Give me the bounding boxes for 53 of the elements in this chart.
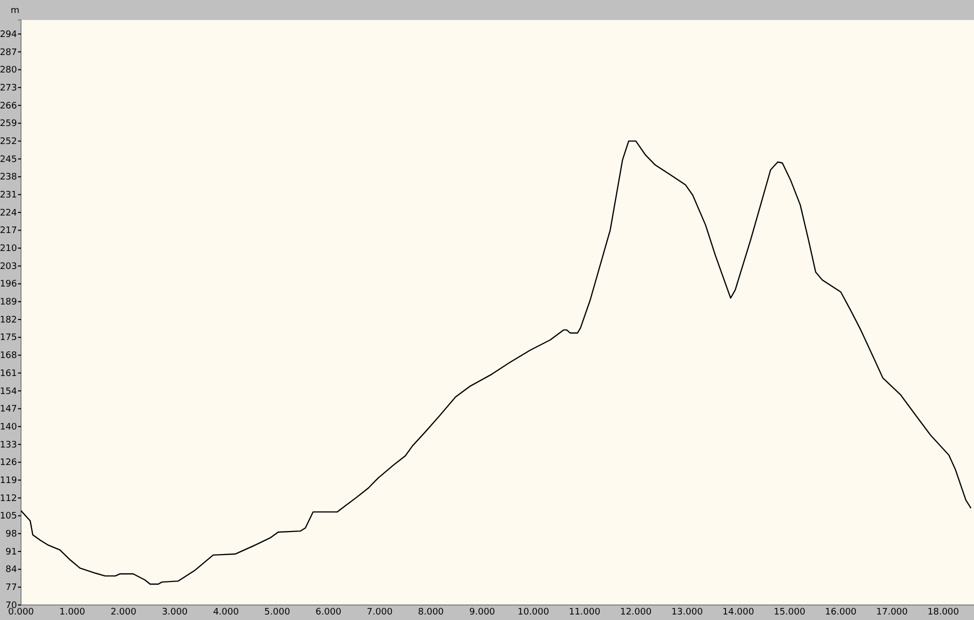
- y-tick-label: 224: [0, 208, 18, 218]
- y-tick-label: 287: [0, 48, 17, 58]
- y-tick-label: 77: [6, 583, 17, 594]
- y-tick-label: 189: [0, 298, 18, 308]
- x-tick-label: 8.000: [418, 607, 444, 618]
- y-tick-label: 168: [0, 351, 18, 362]
- y-tick-label: 238: [0, 172, 18, 183]
- x-tick-label: 18.000: [928, 607, 960, 618]
- x-tick-label: 5.000: [264, 607, 290, 618]
- x-tick-label: 0.000: [8, 607, 34, 618]
- y-tick-label: 231: [0, 190, 17, 200]
- y-tick-label: 91: [6, 547, 17, 558]
- y-tick-label: 280: [0, 66, 18, 76]
- x-tick-label: 11.000: [568, 607, 601, 618]
- line-series: [20, 140, 972, 585]
- x-tick-label: 10.000: [518, 607, 550, 618]
- y-tick-label: 119: [0, 476, 18, 486]
- y-tick-label: 252: [0, 136, 17, 147]
- y-tick-label: 210: [0, 244, 18, 254]
- y-tick-label: 196: [0, 280, 18, 290]
- x-tick-label: 1.000: [59, 607, 86, 618]
- y-tick-label: 112: [0, 494, 17, 504]
- y-tick-label: 266: [0, 101, 18, 112]
- y-tick-label: 161: [0, 368, 17, 379]
- y-tick-label: 273: [0, 83, 17, 94]
- x-tick-label: 3.000: [162, 607, 188, 618]
- y-tick-label: 105: [0, 512, 17, 522]
- y-tick-label: 259: [0, 119, 18, 130]
- y-tick-label: 154: [0, 386, 18, 397]
- x-tick-label: 13.000: [671, 607, 704, 618]
- x-tick-label: 7.000: [366, 607, 393, 618]
- y-tick-label: 133: [0, 440, 17, 450]
- x-tick-label: 4.000: [213, 607, 240, 618]
- y-tick-label: 147: [0, 404, 17, 415]
- y-tick-label: 140: [0, 422, 18, 432]
- y-tick-label: 175: [0, 333, 17, 344]
- x-tick-label: 15.000: [774, 607, 806, 618]
- x-tick-label: 14.000: [722, 607, 754, 618]
- x-tick-label: 12.000: [620, 607, 652, 618]
- y-tick-label: 126: [0, 458, 18, 468]
- x-tick-label: 9.000: [469, 607, 496, 618]
- x-tick-label: 6.000: [316, 607, 342, 618]
- y-tick-label: 84: [6, 565, 18, 576]
- y-tick-label: 182: [0, 315, 17, 326]
- y-tick-label: 294: [0, 30, 18, 40]
- y-tick-label: 217: [0, 226, 17, 236]
- y-tick-label: 203: [0, 262, 17, 272]
- x-tick-label: 2.000: [110, 607, 137, 618]
- x-tick-label: 16.000: [825, 607, 857, 618]
- y-tick-label: 98: [6, 530, 18, 540]
- y-tick-label: 245: [0, 154, 17, 165]
- y-axis-title: m: [10, 6, 20, 16]
- x-tick-label: 17.000: [876, 607, 908, 618]
